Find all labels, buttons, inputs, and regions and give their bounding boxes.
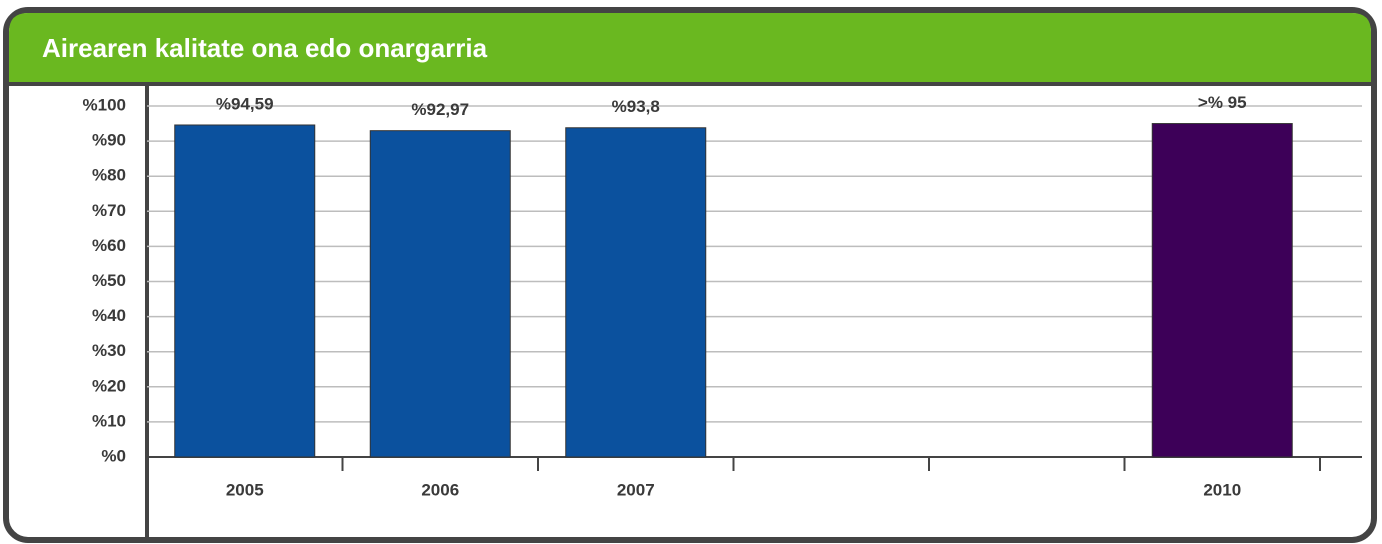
y-tick-label: %30 — [92, 341, 126, 360]
y-tick-label: %80 — [92, 166, 126, 185]
value-label: %92,97 — [411, 100, 469, 119]
bar — [1151, 123, 1293, 458]
y-tick-label: %90 — [92, 131, 126, 150]
y-tick-label: %0 — [101, 446, 126, 465]
value-label: %94,59 — [216, 94, 274, 113]
bar — [369, 130, 511, 458]
header — [9, 13, 1371, 82]
bar — [174, 124, 316, 458]
x-tick-label: 2005 — [226, 480, 264, 499]
y-tick-label: %40 — [92, 306, 126, 325]
y-tick-label: %100 — [83, 95, 126, 114]
y-tick-label: %50 — [92, 271, 126, 290]
chart-title: Airearen kalitate ona edo onargarria — [42, 33, 488, 63]
y-tick-label: %10 — [92, 411, 126, 430]
y-tick-label: %20 — [92, 376, 126, 395]
x-tick-label: 2007 — [617, 480, 655, 499]
x-tick-label: 2010 — [1203, 480, 1241, 499]
y-tick-label: %70 — [92, 201, 126, 220]
bar — [565, 127, 707, 458]
x-tick-label: 2006 — [421, 480, 459, 499]
value-label: %93,8 — [612, 97, 660, 116]
y-tick-label: %60 — [92, 236, 126, 255]
value-label: >% 95 — [1198, 93, 1247, 112]
